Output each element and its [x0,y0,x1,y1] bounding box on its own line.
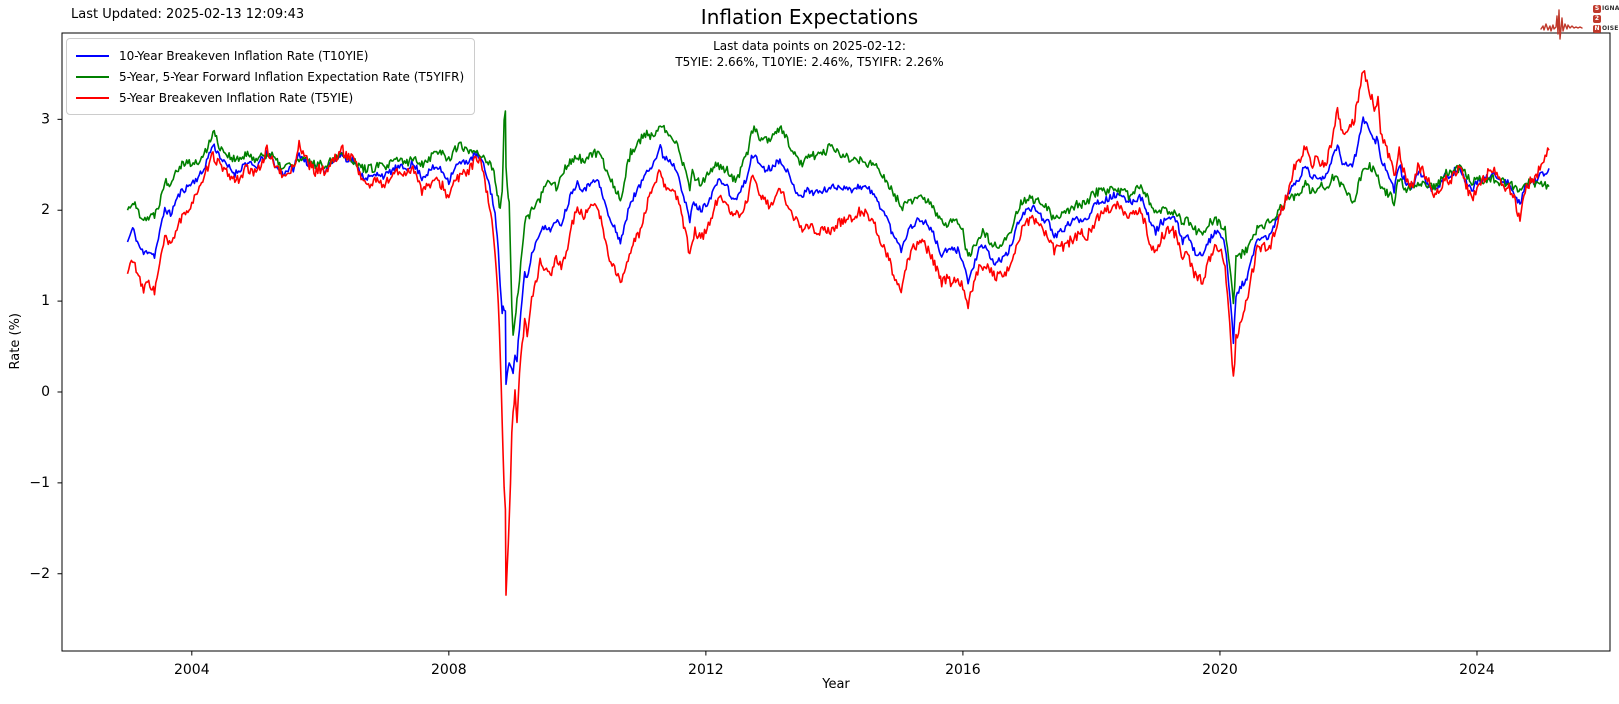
signal2noise-logo: S IGNAL 2 N OISE [1540,2,1619,44]
annotation-line-1: Last data points on 2025-02-12: [713,39,906,53]
x-axis-tick-label: 2020 [1202,662,1238,678]
last-datapoints-annotation: Last data points on 2025-02-12: T5YIE: 2… [0,38,1619,70]
logo-word-signal-rest: IGNAL [1602,5,1619,12]
logo-word-noise: N OISE [1593,24,1619,33]
x-axis-tick-label: 2024 [1459,662,1495,678]
series-group [126,70,1550,596]
heartbeat-waveform-icon [1540,9,1583,40]
y-axis-tick-label: −1 [29,475,50,491]
x-axis-tick-label: 2008 [431,662,467,678]
logo-word-noise-rest: OISE [1602,25,1619,32]
legend-item-t10yie: 10-Year Breakeven Inflation Rate (T10YIE… [76,45,464,66]
legend: 10-Year Breakeven Inflation Rate (T10YIE… [66,38,476,115]
logo-word-signal: S IGNAL [1593,4,1619,13]
plot-frame [61,32,1611,652]
legend-label-t10yie: 10-Year Breakeven Inflation Rate (T10YIE… [119,48,369,63]
y-axis-tick-label: 3 [41,111,50,127]
line-t10yie [126,116,1550,386]
legend-item-t5yifr: 5-Year, 5-Year Forward Inflation Expecta… [76,66,464,87]
x-axis-tick-label: 2012 [688,662,724,678]
line-t5yifr [126,110,1550,336]
x-axis-label: Year [822,677,850,692]
y-axis-tick-label: 0 [41,384,50,400]
page-title: Inflation Expectations [700,5,919,29]
legend-line-swatch-t10yie [76,54,109,57]
legend-label-t5yie: 5-Year Breakeven Inflation Rate (T5YIE) [119,90,354,105]
legend-line-swatch-t5yifr [76,75,109,78]
line-t5yie [126,70,1550,596]
y-axis-tick-label: −2 [29,566,50,582]
y-axis-label: Rate (%) [8,313,23,370]
logo-text: S IGNAL 2 N OISE [1593,4,1619,33]
legend-label-t5yifr: 5-Year, 5-Year Forward Inflation Expecta… [119,69,465,84]
last-updated-text: Last Updated: 2025-02-13 12:09:43 [71,7,305,22]
x-axis-tick-label: 2004 [174,662,210,678]
annotation-line-2: T5YIE: 2.66%, T10YIE: 2.46%, T5YIFR: 2.2… [675,55,944,69]
logo-letter-2: 2 [1593,14,1601,23]
logo-word-two: 2 [1593,14,1619,23]
axes: 2004 2008 2012 2016 2020 2024 3 2 1 0 −1 −2 [29,111,1495,678]
legend-item-t5yie: 5-Year Breakeven Inflation Rate (T5YIE) [76,87,464,108]
y-axis-tick-label: 1 [41,293,50,309]
logo-letter-s: S [1593,4,1601,13]
y-axis-tick-label: 2 [41,202,50,218]
x-axis-tick-label: 2016 [945,662,981,678]
legend-line-swatch-t5yie [76,96,109,99]
logo-letter-n: N [1593,24,1601,33]
